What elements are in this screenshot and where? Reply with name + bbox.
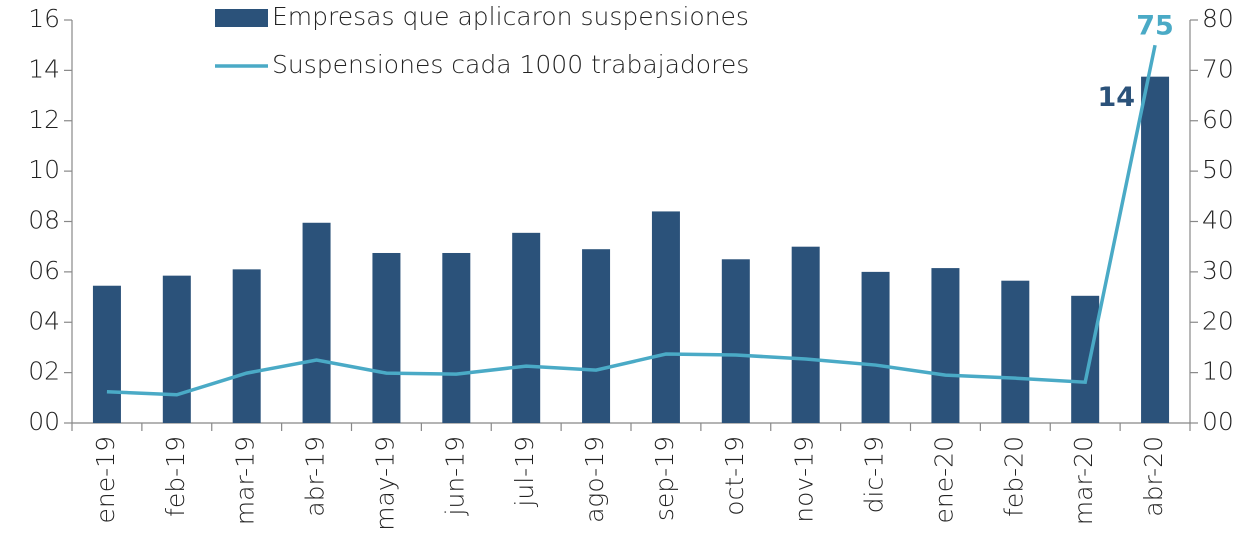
y2-tick-label: 40 [1202, 206, 1234, 235]
y2-tick-label: 60 [1202, 105, 1234, 134]
x-tick-label: mar-20 [1069, 436, 1098, 525]
legend-label: Empresas que aplicaron suspensiones [272, 2, 749, 31]
x-tick-label: dic-19 [860, 436, 889, 513]
x-tick-label: may-19 [370, 436, 399, 531]
x-tick-label: ene-20 [929, 436, 958, 523]
data-label: 14 [1097, 82, 1135, 113]
bar [92, 285, 121, 423]
bar [302, 222, 331, 423]
y-tick-label: 06 [28, 256, 60, 285]
bar [931, 268, 960, 423]
data-label: 75 [1136, 11, 1174, 42]
x-tick-label: ago-19 [580, 436, 609, 523]
bar [1141, 76, 1170, 423]
y2-tick-label: 30 [1202, 256, 1234, 285]
x-tick-label: mar-19 [231, 436, 260, 525]
bar [162, 275, 191, 423]
y-tick-label: 08 [28, 206, 60, 235]
y-tick-label: 02 [28, 357, 60, 386]
x-tick-label: ene-19 [91, 436, 120, 523]
bar [1001, 280, 1030, 423]
bar [512, 232, 541, 423]
x-tick-label: abr-20 [1139, 436, 1168, 517]
y-tick-label: 12 [28, 105, 60, 134]
bar [442, 252, 471, 423]
x-tick-label: feb-19 [161, 436, 190, 517]
bar [721, 259, 750, 423]
y2-tick-label: 20 [1202, 306, 1234, 335]
y-tick-label: 04 [28, 306, 60, 335]
legend-swatch [215, 9, 268, 27]
y-tick-label: 16 [28, 4, 60, 33]
bar [582, 249, 611, 423]
x-tick-label: jun-19 [440, 436, 469, 516]
x-tick-label: sep-19 [650, 436, 679, 521]
y2-tick-label: 50 [1202, 155, 1234, 184]
bar [372, 252, 401, 423]
x-tick-label: feb-20 [999, 436, 1028, 517]
y2-tick-label: 00 [1202, 407, 1234, 436]
bar [791, 246, 820, 423]
y2-tick-label: 10 [1202, 357, 1234, 386]
y2-tick-label: 70 [1202, 54, 1234, 83]
bar [232, 269, 261, 423]
y-tick-label: 00 [28, 407, 60, 436]
legend-label: Suspensiones cada 1000 trabajadores [272, 50, 749, 79]
x-tick-label: oct-19 [720, 436, 749, 516]
y-tick-label: 10 [28, 155, 60, 184]
bar [1071, 295, 1100, 423]
line [106, 44, 1157, 397]
x-tick-label: abr-19 [301, 436, 330, 517]
y2-tick-label: 80 [1202, 4, 1234, 33]
y-tick-label: 14 [28, 54, 60, 83]
x-tick-label: jul-19 [510, 436, 539, 508]
bar [651, 211, 680, 423]
bar [861, 271, 890, 423]
x-tick-label: nov-19 [790, 436, 819, 523]
